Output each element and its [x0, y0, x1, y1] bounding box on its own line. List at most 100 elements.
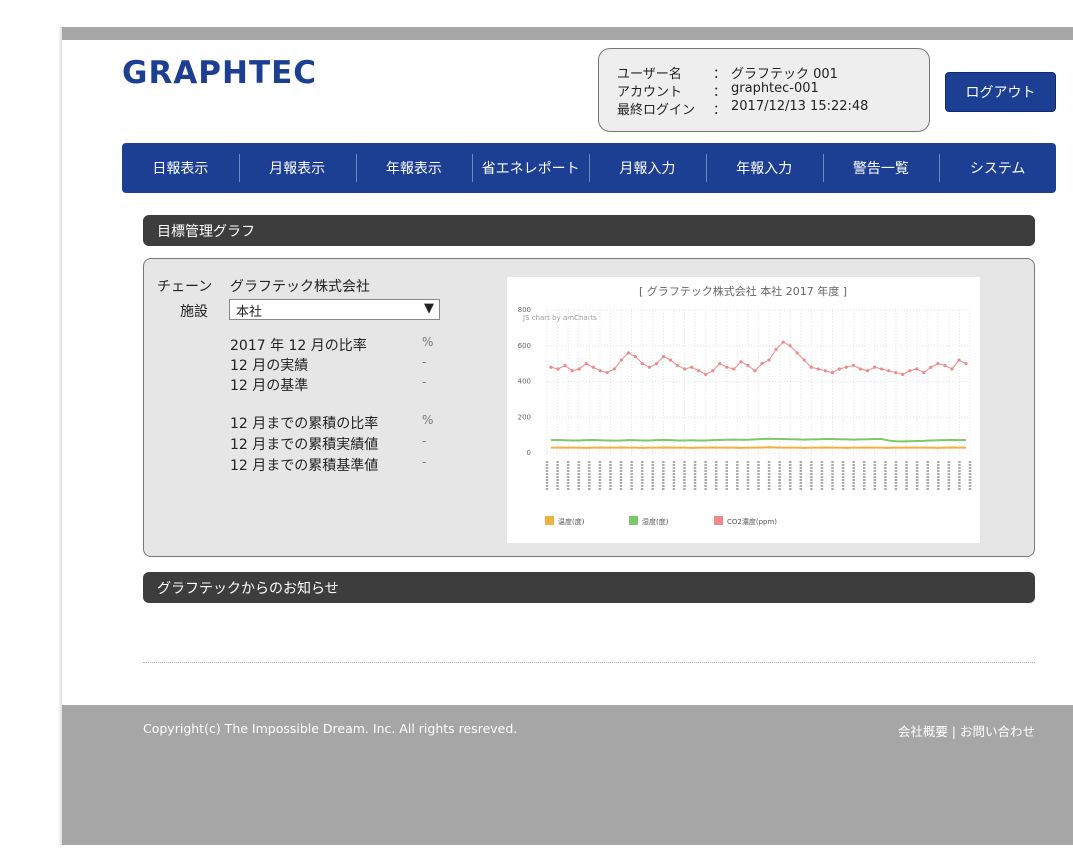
point: [732, 367, 736, 371]
point: [837, 367, 841, 371]
point: [739, 360, 743, 364]
point: [894, 370, 898, 375]
nav-item[interactable]: 年報表示: [355, 143, 473, 193]
point: [704, 372, 708, 376]
point: [936, 362, 940, 366]
row-value: -: [422, 455, 427, 469]
legend-swatch[interactable]: [545, 516, 554, 525]
point: [591, 365, 595, 369]
point: [823, 369, 827, 373]
point: [746, 363, 750, 368]
divider: [143, 662, 1035, 663]
legend-label: 湿度(度): [642, 517, 669, 526]
point: [943, 363, 947, 368]
chart-credit: JS chart by amCharts: [522, 314, 597, 322]
nav-item[interactable]: 年報入力: [705, 143, 823, 193]
point: [830, 370, 834, 375]
sep: ：: [713, 85, 727, 100]
point: [563, 363, 567, 368]
logout-button[interactable]: ログアウト: [945, 72, 1056, 112]
point: [879, 367, 884, 371]
point: [605, 370, 609, 375]
page-shadow: [58, 27, 62, 845]
point: [872, 365, 877, 369]
point: [964, 362, 968, 366]
value: グラフテック 001: [731, 67, 838, 82]
row-value: -: [422, 355, 427, 369]
select-arrow: ▼: [424, 301, 434, 316]
label: 最終ログイン: [617, 103, 696, 118]
point: [654, 362, 659, 366]
point: [809, 365, 813, 369]
y-tick-label: 800: [518, 306, 531, 314]
series-line: [551, 446, 966, 449]
point: [640, 362, 645, 366]
value: graphtec-001: [731, 81, 819, 96]
point: [647, 365, 652, 369]
series-line: [550, 437, 967, 443]
row-value: -: [422, 434, 427, 448]
point: [760, 362, 764, 366]
nav-item[interactable]: システム: [939, 143, 1056, 193]
point: [668, 358, 673, 362]
legend-swatch[interactable]: [629, 516, 638, 525]
nav-item[interactable]: 警告一覧: [822, 143, 940, 193]
nav-item[interactable]: 月報入力: [589, 143, 706, 193]
chain-value: グラフテック株式会社: [230, 279, 370, 295]
row-label: 2017 年 12 月の比率: [230, 338, 367, 354]
logo[interactable]: GRAPHTEC: [122, 55, 318, 91]
point: [598, 369, 602, 373]
point: [626, 351, 630, 355]
point: [901, 372, 905, 376]
row-value: %: [422, 413, 434, 427]
facility-label: 施設: [180, 304, 208, 320]
facility-select[interactable]: 本社 ▼: [229, 299, 440, 320]
chart-title: [ グラフテック株式会社 本社 2017 年度 ]: [639, 284, 847, 298]
point: [950, 367, 954, 371]
footer: Copyright(c) The Impossible Dream. Inc. …: [62, 705, 1073, 845]
point: [619, 358, 623, 362]
copyright: Copyright(c) The Impossible Dream. Inc. …: [143, 721, 518, 736]
chart: [ グラフテック株式会社 本社 2017 年度 ] JS chart by am…: [518, 284, 972, 526]
point: [570, 369, 574, 373]
point: [767, 358, 771, 362]
point: [844, 365, 849, 369]
point: [802, 358, 806, 362]
point: [887, 369, 891, 373]
point: [865, 369, 870, 373]
point: [683, 367, 687, 371]
point: [858, 367, 863, 371]
sep: ：: [713, 103, 727, 118]
footer-links[interactable]: 会社概要 | お問い合わせ: [897, 724, 1035, 739]
nav-bar: 日報表示 月報表示 年報表示 省エネレポート 月報入力 年報入力 警告一覧 システム: [122, 143, 1056, 193]
legend-label: 温度(度): [558, 517, 585, 526]
point: [774, 347, 778, 351]
chain-label: チェーン: [157, 279, 213, 295]
row-label: 12 月までの累積の比率: [230, 416, 379, 432]
point: [556, 367, 560, 371]
row-label: 12 月の基準: [230, 378, 309, 394]
value: 2017/12/13 15:22:48: [731, 99, 869, 114]
label: アカウント: [617, 85, 683, 100]
point: [781, 340, 785, 344]
nav-item[interactable]: 日報表示: [152, 161, 209, 177]
nav-item[interactable]: 月報表示: [238, 143, 356, 193]
point: [753, 369, 757, 373]
select-value: 本社: [236, 305, 263, 320]
top-bar: [62, 27, 1073, 40]
point: [795, 351, 799, 355]
legend-swatch[interactable]: [714, 516, 723, 525]
point: [577, 367, 581, 371]
row-label: 12 月までの累積基準値: [230, 458, 379, 474]
point: [633, 354, 638, 359]
point: [676, 363, 680, 368]
row-label: 12 月までの累積実績値: [230, 437, 379, 453]
y-tick-label: 400: [518, 378, 531, 386]
chart-box: [ グラフテック株式会社 本社 2017 年度 ] JS chart by am…: [507, 277, 980, 543]
nav-item[interactable]: 省エネレポート: [472, 143, 589, 193]
point: [915, 367, 919, 371]
point: [549, 365, 553, 369]
row-value: -: [422, 375, 427, 389]
point: [711, 369, 715, 373]
